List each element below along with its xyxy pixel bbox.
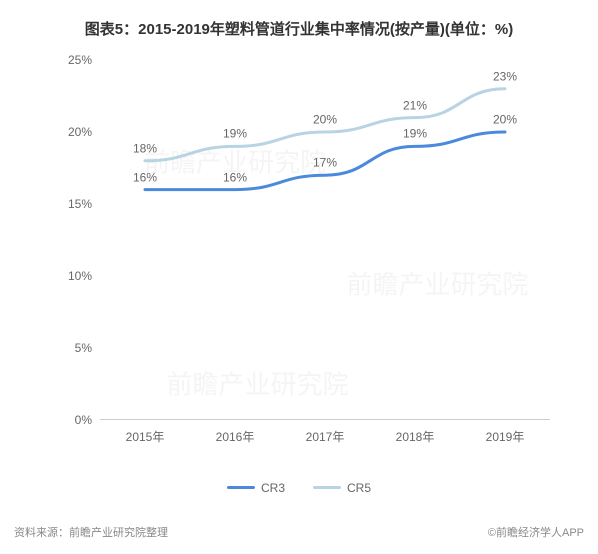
y-tick-label: 0% [75,413,92,427]
x-tick-label: 2017年 [306,428,345,445]
data-point-label: 19% [403,127,427,141]
data-point-label: 17% [313,156,337,170]
source-label: 资料来源：前瞻产业研究院整理 [14,524,168,540]
plot-region: 前瞻产业研究院 前瞻产业研究院 前瞻产业研究院 16%16%17%19%20%1… [100,60,550,420]
legend-item: CR3 [227,481,285,495]
legend-label: CR3 [261,481,285,495]
legend-swatch [313,486,341,489]
data-point-label: 21% [403,98,427,112]
legend-swatch [227,486,255,489]
x-axis: 2015年 2016年 2017年 2018年 2019年 [100,420,550,450]
x-tick-label: 2016年 [216,428,255,445]
y-tick-label: 20% [68,125,92,139]
data-point-label: 16% [133,170,157,184]
footer: 资料来源：前瞻产业研究院整理 ©前瞻经济学人APP [14,524,584,540]
y-tick-label: 5% [75,341,92,355]
y-axis: 0%5%10%15%20%25% [60,60,100,460]
y-tick-label: 10% [68,269,92,283]
chart-title: 图表5：2015-2019年塑料管道行业集中率情况(按产量)(单位：%) [0,0,598,39]
data-point-label: 23% [493,69,517,83]
data-point-label: 19% [223,127,247,141]
x-tick-label: 2018年 [396,428,435,445]
y-tick-label: 25% [68,53,92,67]
legend: CR3 CR5 [0,478,598,495]
legend-item: CR5 [313,481,371,495]
brand-label: ©前瞻经济学人APP [488,524,584,540]
x-tick-label: 2019年 [486,428,525,445]
chart-container: 图表5：2015-2019年塑料管道行业集中率情况(按产量)(单位：%) 0% 5… [0,0,598,554]
x-tick-label: 2015年 [126,428,165,445]
data-point-label: 20% [493,112,517,126]
data-point-label: 18% [133,141,157,155]
chart-area: 0%5%10%15%20%25% 前瞻产业研究院 前瞻产业研究院 前瞻产业研究院… [60,60,550,460]
data-point-label: 20% [313,112,337,126]
legend-label: CR5 [347,481,371,495]
y-tick-label: 15% [68,197,92,211]
data-point-label: 16% [223,170,247,184]
